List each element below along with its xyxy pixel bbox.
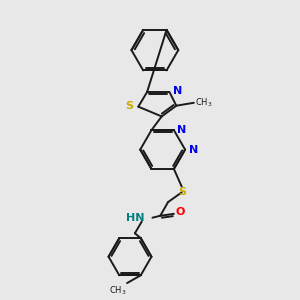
Text: N: N: [177, 125, 186, 135]
Text: CH$_3$: CH$_3$: [195, 97, 212, 109]
Text: S: S: [125, 101, 134, 111]
Text: HN: HN: [126, 213, 145, 223]
Text: CH$_3$: CH$_3$: [109, 284, 126, 297]
Text: N: N: [189, 145, 198, 154]
Text: N: N: [173, 86, 183, 96]
Text: O: O: [176, 207, 185, 217]
Text: S: S: [179, 188, 187, 197]
